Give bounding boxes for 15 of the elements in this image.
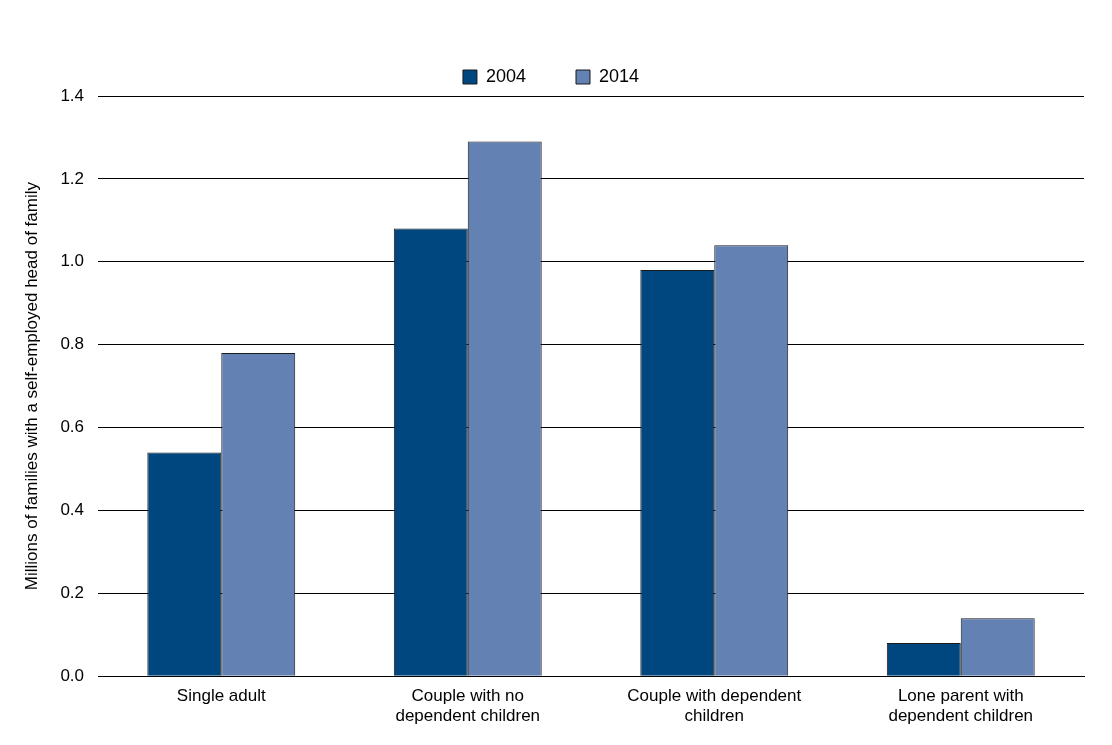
- x-tick-label: Couple with dependent children: [627, 686, 802, 726]
- y-tick-label: 0.2: [60, 583, 85, 602]
- y-tick-label: 0.4: [60, 500, 85, 520]
- legend-label: 2014: [599, 65, 640, 86]
- y-tick-label: 1.4: [60, 85, 85, 105]
- y-tick-label: 0.0: [60, 665, 85, 685]
- y-tick-label: 1.0: [60, 251, 85, 271]
- legend-label: 2004: [485, 65, 526, 86]
- y-tick-label: 0.6: [60, 417, 85, 437]
- x-tick-label: Single adult: [176, 686, 266, 706]
- x-tick-label: Lone parent with dependent children: [888, 686, 1034, 726]
- y-tick-label: 0.8: [60, 334, 85, 354]
- y-tick-label: 1.2: [60, 168, 85, 188]
- y-axis-title: Millions of families with a self-employed head of family: [21, 181, 41, 591]
- x-tick-label: Couple with no dependent children: [395, 686, 541, 726]
